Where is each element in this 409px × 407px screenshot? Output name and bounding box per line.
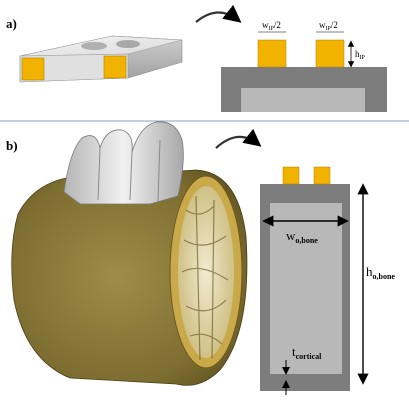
transform-arrow-a (195, 4, 242, 23)
panel-a-label: a) (6, 16, 17, 31)
implant-plate-3d (19, 35, 183, 83)
implant-left-a (257, 39, 287, 68)
implant-cross-section-left (21, 57, 45, 81)
bone-inner-b (270, 203, 342, 374)
implant-right-b (313, 166, 331, 185)
implant-right-a (315, 39, 345, 68)
transform-arrow-b (215, 128, 262, 149)
dim-label-tcortical: tcortical (292, 344, 322, 361)
dim-label-wobone: wo,bone (286, 228, 318, 245)
plate-hole-1 (81, 42, 107, 50)
panel-a: a) wIP/2 wIP/2 hIP (6, 4, 387, 112)
model-2d-a: wIP/2 wIP/2 hIP (221, 20, 387, 112)
panel-b-label: b) (6, 138, 18, 153)
panel-b: b) wo,bone ho,bone tcortica (6, 121, 395, 395)
dim-label-hobone: ho,bone (366, 264, 395, 281)
implant-left-b (282, 166, 300, 185)
cancellous-bone-cut (178, 186, 234, 358)
dim-label-wip-left: wIP/2 (262, 20, 281, 32)
model-2d-b: wo,bone ho,bone tcortical (260, 166, 395, 395)
dim-label-wip-right: wIP/2 (319, 20, 338, 32)
plate-hole-2 (116, 40, 140, 48)
jaw-bone-3d (11, 121, 248, 386)
teeth-3d (63, 121, 184, 205)
bone-inner-a (241, 88, 365, 112)
implant-cross-section-right (103, 55, 127, 79)
dim-label-hip: hIP (355, 49, 365, 61)
